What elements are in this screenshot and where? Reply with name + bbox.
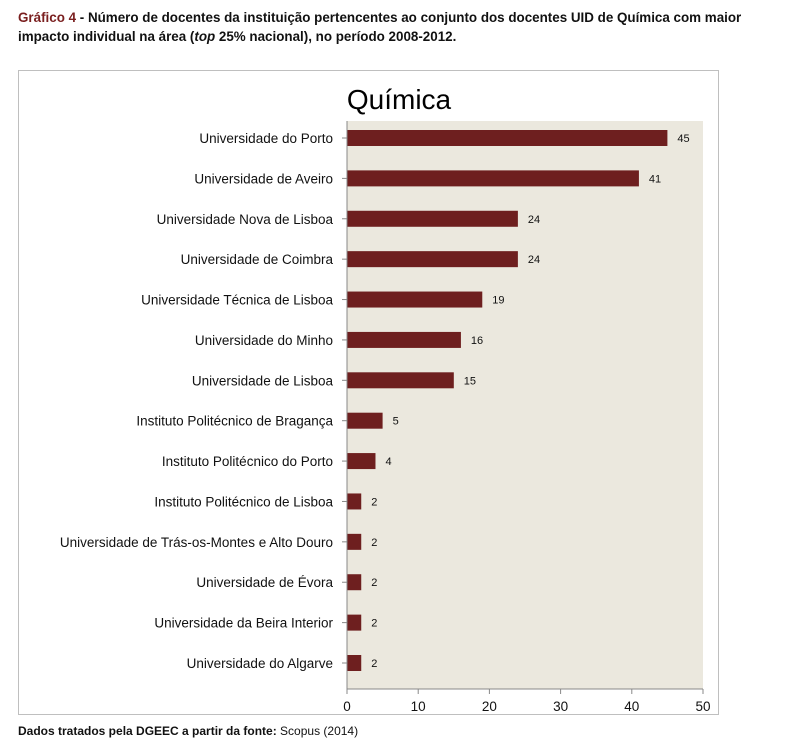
plot-area [347, 121, 703, 689]
bar [347, 493, 362, 510]
bar-chart: Química Universidade do PortoUniversidad… [60, 84, 711, 714]
category-label: Instituto Politécnico de Bragança [136, 414, 333, 429]
bar [347, 412, 383, 429]
x-tick-label: 10 [411, 699, 426, 714]
bar [347, 331, 461, 348]
x-tick-label: 40 [624, 699, 639, 714]
data-label: 16 [471, 335, 483, 347]
caption-italic-text: top [194, 29, 216, 44]
caption-text: - Número de docentes da instituição pert… [18, 10, 742, 44]
data-label: 24 [528, 254, 540, 266]
bar [347, 291, 483, 308]
bar [347, 533, 362, 550]
bar [347, 574, 362, 591]
category-label: Universidade de Aveiro [194, 171, 333, 186]
category-label: Universidade de Coimbra [181, 252, 334, 267]
data-label: 2 [371, 496, 377, 508]
data-label: 41 [649, 173, 661, 185]
data-label: 15 [464, 375, 476, 387]
category-label: Universidade do Porto [199, 131, 333, 146]
bar [347, 372, 454, 389]
x-tick-label: 50 [695, 699, 710, 714]
bar [347, 210, 518, 227]
data-label: 19 [492, 295, 504, 307]
data-label: 5 [393, 416, 399, 428]
bars-group [347, 130, 668, 671]
category-label: Universidade Nova de Lisboa [157, 212, 334, 227]
category-label: Universidade do Minho [195, 333, 333, 348]
bar [347, 453, 376, 470]
caption-text-end: 25% nacional), no período 2008-2012. [215, 29, 457, 44]
x-axis: 0 10 20 30 40 50 [342, 121, 711, 714]
source-text: Scopus (2014) [276, 724, 359, 738]
data-labels: 45 41 24 24 19 16 15 5 4 2 2 2 2 2 [371, 133, 689, 670]
category-label: Universidade de Évora [196, 575, 333, 590]
data-label: 45 [677, 133, 689, 145]
source-note: Dados tratados pela DGEEC a partir da fo… [18, 724, 358, 738]
category-label: Universidade de Trás-os-Montes e Alto Do… [60, 535, 333, 550]
category-label: Universidade Técnica de Lisboa [141, 293, 333, 308]
category-label: Instituto Politécnico do Porto [162, 454, 333, 469]
bar [347, 130, 668, 146]
category-label: Universidade da Beira Interior [154, 616, 333, 631]
category-labels: Universidade do Porto Universidade de Ave… [60, 131, 334, 671]
chart-title: Química [347, 84, 452, 115]
data-label: 4 [385, 456, 391, 468]
data-label: 24 [528, 214, 540, 226]
data-label: 2 [371, 537, 377, 549]
bar [347, 614, 362, 631]
category-label: Universidade de Lisboa [192, 373, 334, 388]
chart-frame: Química Universidade do Porto Universidad… [18, 70, 719, 715]
category-label: Instituto Politécnico de Lisboa [154, 494, 333, 509]
caption-label: Gráfico 4 [18, 10, 77, 25]
bar [347, 251, 518, 268]
data-label: 2 [371, 618, 377, 630]
x-tick-label: 0 [343, 699, 351, 714]
bar [347, 170, 639, 187]
bar [347, 655, 362, 671]
data-label: 2 [371, 658, 377, 670]
data-label: 2 [371, 577, 377, 589]
x-tick-label: 30 [553, 699, 568, 714]
figure-caption: Gráfico 4 - Número de docentes da instit… [18, 8, 788, 46]
category-label: Universidade do Algarve [187, 656, 333, 671]
x-tick-label: 20 [482, 699, 497, 714]
source-label: Dados tratados pela DGEEC a partir da fo… [18, 724, 277, 738]
